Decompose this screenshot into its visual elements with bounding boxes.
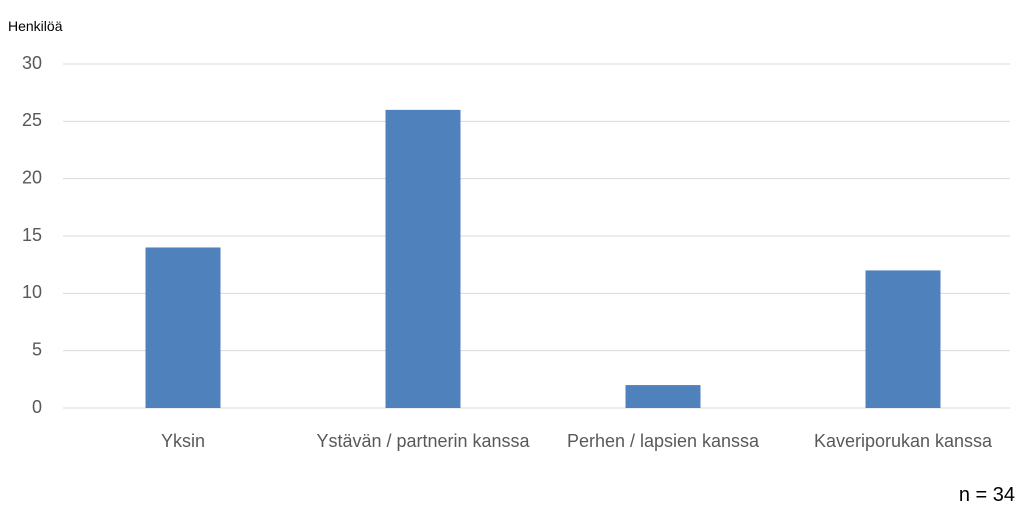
bar — [865, 270, 941, 408]
bar — [145, 247, 221, 408]
y-tick-label: 10 — [22, 282, 42, 302]
bar — [625, 385, 701, 408]
y-tick-label: 5 — [32, 339, 42, 359]
y-tick-label: 15 — [22, 225, 42, 245]
y-tick-label: 30 — [22, 53, 42, 73]
x-tick-label: Perhen / lapsien kanssa — [566, 431, 760, 451]
x-tick-label: Kaveriporukan kanssa — [813, 431, 993, 451]
y-tick-label: 25 — [22, 110, 42, 130]
annotation: n = 34 — [958, 484, 1015, 506]
y-tick-label: 0 — [32, 397, 42, 417]
x-tick-label: Yksin — [160, 431, 205, 451]
y-tick-label: 20 — [22, 167, 42, 187]
bar — [385, 109, 461, 408]
y-axis-label: Henkilöä — [8, 18, 63, 34]
x-tick-label: Ystävän / partnerin kanssa — [316, 431, 530, 451]
